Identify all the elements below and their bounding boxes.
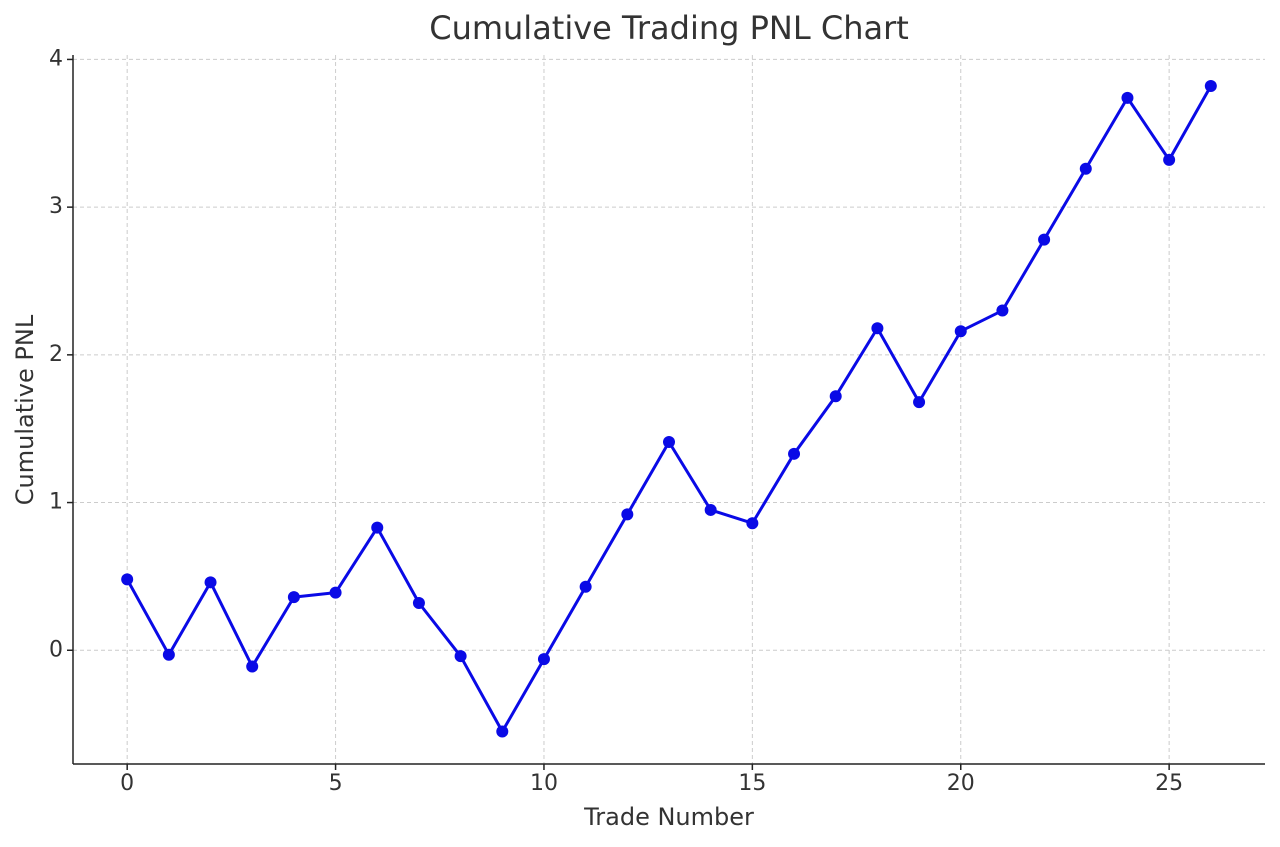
data-point: [287, 591, 300, 604]
data-point: [579, 580, 592, 593]
x-axis-label: Trade Number: [583, 803, 754, 831]
x-tick-label: 5: [329, 771, 343, 796]
x-tick-label: 0: [120, 771, 134, 796]
y-tick-label: 2: [49, 342, 63, 367]
data-point: [496, 725, 509, 738]
data-point: [454, 650, 467, 663]
data-point: [663, 435, 675, 448]
data-point: [913, 396, 926, 409]
data-point: [954, 325, 967, 338]
data-point: [1038, 233, 1051, 246]
data-point: [162, 648, 175, 661]
data-point: [1121, 91, 1134, 104]
x-tick-label: 10: [530, 771, 558, 796]
data-point: [329, 586, 342, 599]
data-point: [829, 390, 842, 403]
x-tick-label: 25: [1155, 771, 1183, 796]
y-axis-label: Cumulative PNL: [11, 314, 39, 505]
y-tick-label: 4: [49, 46, 63, 71]
data-point: [871, 322, 884, 335]
x-tick-label: 15: [738, 771, 766, 796]
data-point: [704, 503, 717, 516]
y-tick-label: 3: [49, 194, 63, 219]
data-point: [204, 576, 217, 589]
data-point: [621, 508, 634, 521]
data-point: [412, 596, 425, 609]
data-point: [1163, 153, 1176, 166]
data-point: [996, 304, 1009, 317]
data-point: [121, 573, 134, 586]
data-point: [1079, 162, 1092, 175]
data-point: [371, 521, 384, 534]
data-point: [1204, 80, 1217, 93]
data-point: [746, 517, 759, 530]
data-point: [246, 660, 259, 673]
y-tick-label: 1: [49, 490, 63, 515]
x-tick-label: 20: [947, 771, 975, 796]
y-tick-label: 0: [49, 637, 63, 662]
data-line: [125, 85, 1213, 734]
data-point: [788, 447, 801, 460]
chart-title: Cumulative Trading PNL Chart: [429, 9, 909, 47]
data-point: [537, 653, 550, 666]
